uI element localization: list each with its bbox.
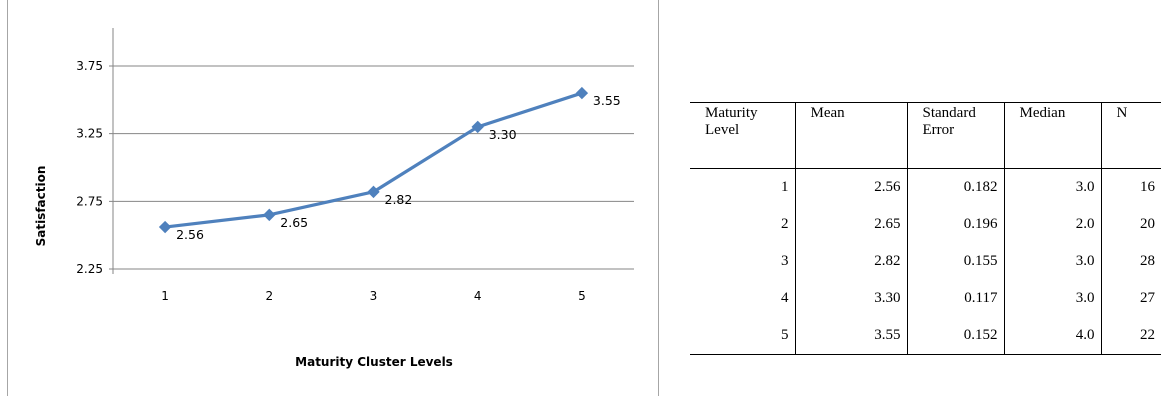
table-cell: 0.182 — [907, 168, 1005, 206]
table-row: 1 2.56 0.182 3.0 16 — [690, 168, 1161, 206]
x-tick-label: 3 — [370, 289, 378, 303]
column-header: Median — [1004, 102, 1102, 169]
table-body: 1 2.56 0.182 3.0 16 2 2.65 0.196 2.0 20 3 2.82 0.155… — [690, 168, 1161, 355]
table-cell: 0.155 — [907, 243, 1005, 280]
table-cell: 4.0 — [1004, 317, 1102, 355]
x-tick-label: 2 — [265, 289, 273, 303]
data-label: 2.56 — [176, 227, 204, 242]
column-header: Standard Error — [907, 102, 1005, 169]
table-cell: 0.196 — [907, 206, 1005, 243]
table-row: 5 3.55 0.152 4.0 22 — [690, 317, 1161, 355]
series-line — [164, 91, 583, 229]
data-label: 2.82 — [385, 192, 413, 207]
table-cell: 3 — [690, 243, 796, 280]
column-header: Mean — [795, 102, 908, 169]
table-cell: 3.30 — [795, 280, 908, 317]
table-cell: 2.56 — [795, 168, 908, 206]
table-cell: 2 — [690, 206, 796, 243]
column-header: N — [1101, 102, 1161, 169]
table-cell: 22 — [1101, 317, 1161, 355]
data-label: 3.30 — [489, 127, 517, 142]
data-point — [367, 185, 380, 199]
data-label: 2.65 — [280, 215, 308, 230]
y-axis-title: Satisfaction — [34, 166, 48, 247]
x-tick-labels: 1 2 3 4 5 — [161, 289, 585, 303]
table-cell: 3.55 — [795, 317, 908, 355]
table-cell: 5 — [690, 317, 796, 355]
table-row: 2 2.65 0.196 2.0 20 — [690, 206, 1161, 243]
table-cell: 2.0 — [1004, 206, 1102, 243]
x-tick-label: 4 — [474, 289, 482, 303]
y-tick-labels: 2.25 2.75 3.25 3.75 — [76, 59, 103, 276]
table-cell: 16 — [1140, 179, 1155, 195]
data-label: 3.55 — [593, 93, 621, 108]
series-satisfaction — [158, 86, 589, 234]
table-cell: 27 — [1140, 290, 1155, 306]
table-cell: 0.117 — [907, 280, 1005, 317]
table-row: 3 2.82 0.155 3.0 28 — [690, 243, 1161, 280]
y-tick-label: 2.75 — [76, 194, 103, 208]
y-tick-label: 3.25 — [76, 127, 103, 141]
table-cell: 3.0 — [1004, 280, 1102, 317]
table-cell: 3.0 — [1004, 168, 1102, 206]
table-cell: 28 — [1140, 253, 1155, 269]
column-header: Maturity Level — [690, 102, 796, 169]
x-axis-title: Maturity Cluster Levels — [295, 355, 453, 369]
line-chart: 2.25 2.75 3.25 3.75 1 2 3 4 5 2.56 2.65 2.82 3.30 3… — [34, 28, 634, 369]
table-cell: 0.152 — [907, 317, 1005, 355]
y-tick-label: 2.25 — [76, 262, 103, 276]
data-labels: 2.56 2.65 2.82 3.30 3.55 — [176, 93, 621, 242]
table-cell: 4 — [690, 280, 796, 317]
chart-frame — [7, 0, 659, 396]
table-cell: 2.82 — [795, 243, 908, 280]
data-point — [471, 120, 484, 134]
x-tick-label: 5 — [578, 289, 586, 303]
table-header-row: Maturity Level Mean Standard Error Median N — [690, 102, 1161, 169]
table-cell: 20 — [1140, 216, 1155, 232]
table-cell: 3.0 — [1004, 243, 1102, 280]
table-cell: 2.65 — [795, 206, 908, 243]
table-row: 4 3.30 0.117 3.0 27 — [690, 280, 1161, 317]
table-cell: 1 — [690, 168, 796, 206]
data-point — [575, 86, 589, 100]
data-point — [158, 220, 172, 234]
data-point — [263, 208, 276, 222]
gridlines — [109, 28, 634, 274]
y-tick-label: 3.75 — [76, 59, 103, 73]
x-tick-label: 1 — [161, 289, 169, 303]
